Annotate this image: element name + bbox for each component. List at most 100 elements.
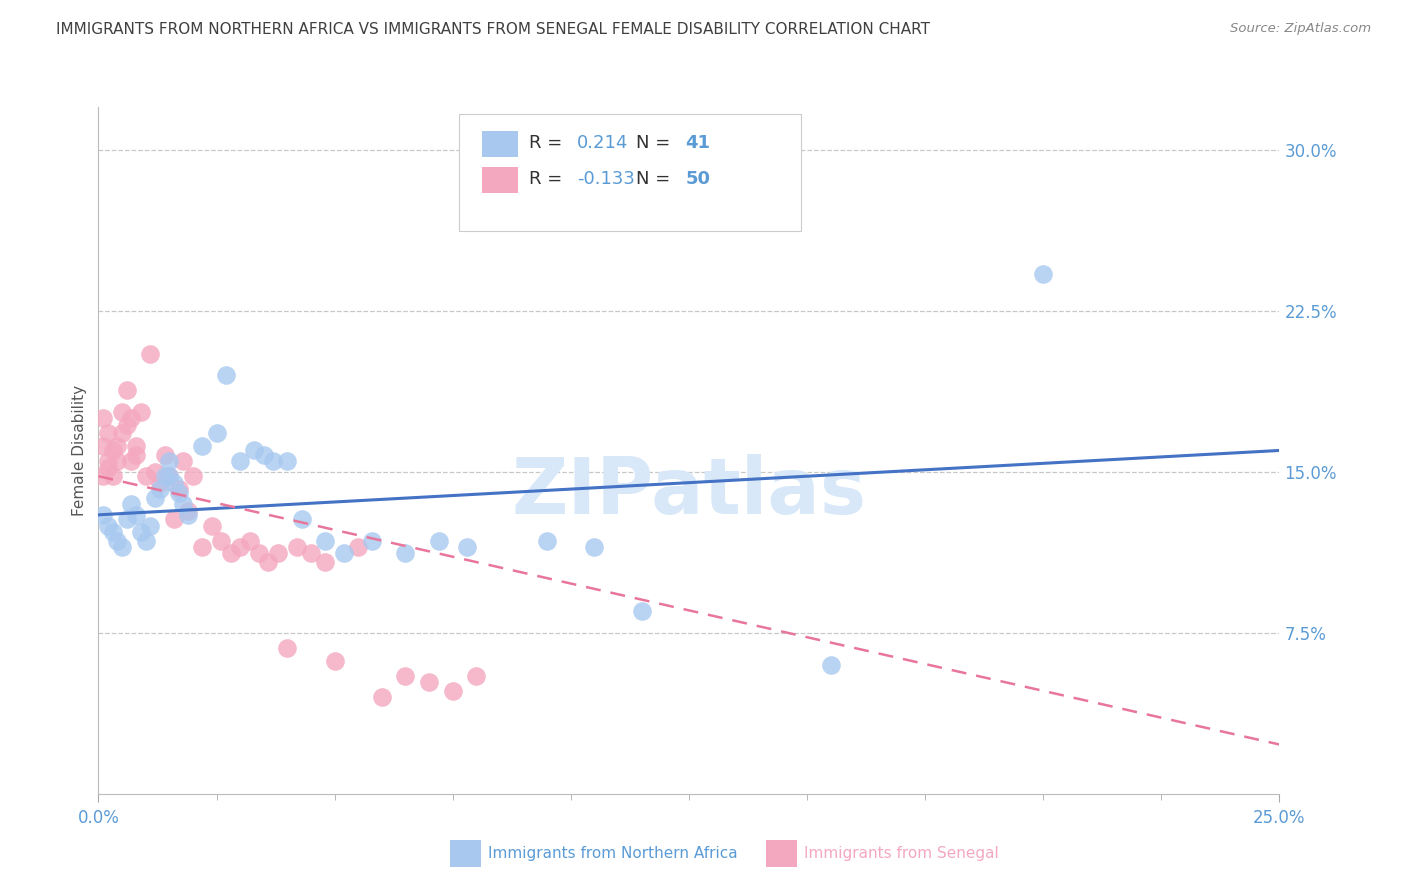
Point bbox=[172, 454, 194, 468]
FancyBboxPatch shape bbox=[482, 131, 517, 157]
Point bbox=[229, 540, 252, 554]
Point bbox=[201, 518, 224, 533]
Point bbox=[630, 604, 652, 618]
Point bbox=[1032, 268, 1054, 282]
Point bbox=[149, 475, 172, 490]
Point bbox=[427, 533, 450, 548]
Point bbox=[243, 443, 266, 458]
Point bbox=[105, 439, 128, 453]
Point bbox=[257, 555, 280, 569]
Point bbox=[191, 439, 214, 453]
Point bbox=[394, 546, 416, 561]
Point bbox=[262, 454, 284, 468]
Text: ZIPatlas: ZIPatlas bbox=[512, 454, 866, 530]
Point bbox=[181, 469, 204, 483]
Point bbox=[191, 540, 214, 554]
Point bbox=[153, 469, 176, 483]
Point bbox=[115, 384, 138, 398]
Point bbox=[163, 475, 186, 490]
Point bbox=[115, 512, 138, 526]
Point bbox=[91, 411, 114, 425]
Point bbox=[125, 448, 148, 462]
Point bbox=[503, 190, 526, 204]
Point bbox=[177, 503, 200, 517]
Point bbox=[583, 540, 606, 554]
Text: -0.133: -0.133 bbox=[576, 170, 634, 188]
Point bbox=[172, 497, 194, 511]
Point bbox=[285, 540, 308, 554]
Point bbox=[125, 439, 148, 453]
Y-axis label: Female Disability: Female Disability bbox=[72, 384, 87, 516]
Point bbox=[139, 347, 162, 361]
Point bbox=[219, 546, 242, 561]
Point bbox=[456, 540, 478, 554]
Point bbox=[105, 454, 128, 468]
Text: Source: ZipAtlas.com: Source: ZipAtlas.com bbox=[1230, 22, 1371, 36]
Point bbox=[253, 448, 276, 462]
FancyBboxPatch shape bbox=[766, 840, 797, 867]
Point bbox=[111, 426, 134, 441]
Point bbox=[157, 454, 180, 468]
Text: 50: 50 bbox=[685, 170, 710, 188]
Point bbox=[143, 465, 166, 479]
Point bbox=[167, 486, 190, 500]
Point bbox=[820, 658, 842, 673]
Point bbox=[157, 469, 180, 483]
Point bbox=[121, 454, 143, 468]
Point bbox=[361, 533, 384, 548]
Point bbox=[135, 533, 157, 548]
Text: Immigrants from Northern Africa: Immigrants from Northern Africa bbox=[488, 847, 738, 861]
Point bbox=[135, 469, 157, 483]
Point bbox=[157, 469, 180, 483]
Text: 41: 41 bbox=[685, 135, 710, 153]
Text: N =: N = bbox=[636, 170, 676, 188]
Point bbox=[441, 683, 464, 698]
Point bbox=[177, 508, 200, 522]
Point bbox=[536, 533, 558, 548]
Point bbox=[97, 454, 120, 468]
Point bbox=[121, 411, 143, 425]
Point bbox=[167, 482, 190, 496]
Point bbox=[323, 654, 346, 668]
Point bbox=[333, 546, 356, 561]
Point bbox=[276, 454, 298, 468]
Point bbox=[465, 669, 488, 683]
FancyBboxPatch shape bbox=[450, 840, 481, 867]
Point bbox=[347, 540, 370, 554]
Point bbox=[121, 497, 143, 511]
Point bbox=[139, 518, 162, 533]
Text: IMMIGRANTS FROM NORTHERN AFRICA VS IMMIGRANTS FROM SENEGAL FEMALE DISABILITY COR: IMMIGRANTS FROM NORTHERN AFRICA VS IMMIG… bbox=[56, 22, 931, 37]
Point bbox=[276, 640, 298, 655]
Point bbox=[91, 439, 114, 453]
Point bbox=[101, 524, 124, 539]
Point bbox=[149, 482, 172, 496]
Point bbox=[143, 491, 166, 505]
Point bbox=[205, 426, 228, 441]
Point bbox=[91, 469, 114, 483]
Point bbox=[101, 443, 124, 458]
Point bbox=[153, 448, 176, 462]
Point bbox=[394, 669, 416, 683]
Text: N =: N = bbox=[636, 135, 676, 153]
FancyBboxPatch shape bbox=[458, 114, 801, 231]
Point bbox=[91, 508, 114, 522]
Point bbox=[418, 675, 440, 690]
Point bbox=[111, 405, 134, 419]
FancyBboxPatch shape bbox=[482, 167, 517, 193]
Point bbox=[97, 426, 120, 441]
Point bbox=[290, 512, 312, 526]
Point bbox=[125, 508, 148, 522]
Point bbox=[115, 417, 138, 432]
Point bbox=[111, 540, 134, 554]
Point bbox=[215, 368, 238, 383]
Point bbox=[299, 546, 322, 561]
Point bbox=[267, 546, 290, 561]
Text: R =: R = bbox=[530, 135, 568, 153]
Point bbox=[97, 460, 120, 475]
Point bbox=[97, 518, 120, 533]
Point bbox=[101, 469, 124, 483]
Point bbox=[209, 533, 232, 548]
Point bbox=[314, 555, 336, 569]
Point bbox=[247, 546, 270, 561]
Point bbox=[229, 454, 252, 468]
